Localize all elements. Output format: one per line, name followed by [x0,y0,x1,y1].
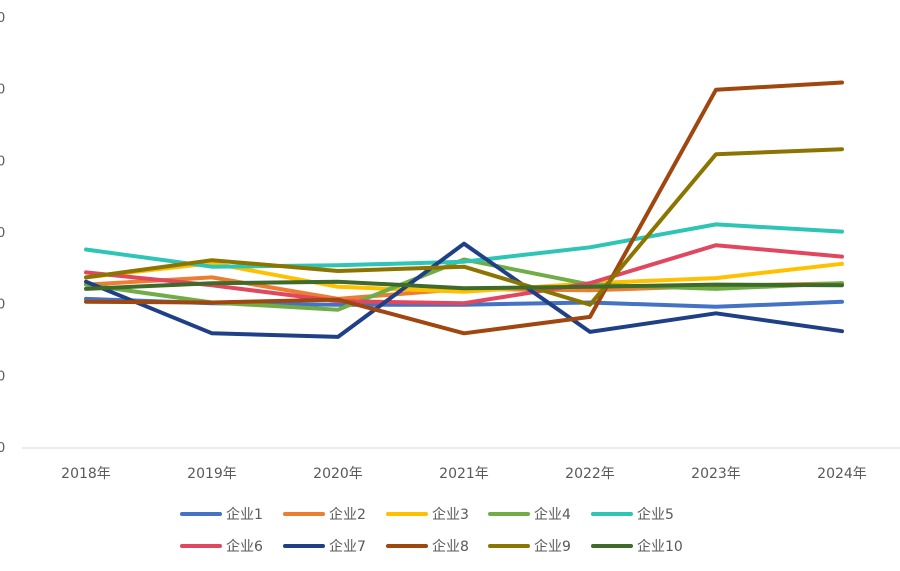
legend-item: 企业10 [591,538,683,555]
legend-label: 企业2 [329,506,366,523]
legend-label: 企业3 [432,506,469,523]
y-tick-label: 0 [0,154,5,169]
legend: 企业1 企业2 企业3 企业4 企业5 企业6 企业7 企业8 企业9 企业10 [180,506,683,555]
x-tick-label: 2023年 [691,466,741,482]
series-layer [84,80,844,339]
y-tick-label: 0 [0,369,5,384]
x-tick-label: 2018年 [61,466,111,482]
x-tick-label: 2024年 [817,466,867,482]
legend-label: 企业4 [534,506,571,523]
legend-item: 企业8 [386,538,469,555]
y-tick-label: 0 [0,298,5,313]
legend-label: 企业6 [226,538,263,555]
legend-label: 企业7 [329,538,366,555]
legend-item: 企业3 [386,506,469,523]
x-tick-label: 2022年 [565,466,615,482]
series-line [84,241,844,339]
series-line [84,147,844,307]
legend-item: 企业6 [180,538,263,555]
legend-item: 企业2 [283,506,366,523]
x-tick-label: 2020年 [313,466,363,482]
y-tick-label: 0 [0,83,5,98]
series-line [84,80,844,336]
x-tick-label: 2019年 [187,466,237,482]
series-line [84,279,844,291]
x-axis-ticks: 2018年 2019年 2020年 2021年 2022年 2023年 2024年 [61,466,867,482]
series-line [84,243,844,306]
series-line [84,261,844,294]
legend-item: 企业7 [283,538,366,555]
legend-item: 企业9 [488,538,571,555]
legend-label: 企业10 [637,538,683,555]
legend-label: 企业1 [226,506,263,523]
series-line [84,222,844,269]
y-tick-label: 0 [0,226,5,241]
legend-label: 企业8 [432,538,469,555]
legend-item: 企业1 [180,506,263,523]
legend-item: 企业5 [591,506,674,523]
y-tick-label: 0 [0,441,5,456]
legend-label: 企业9 [534,538,571,555]
x-tick-label: 2021年 [439,466,489,482]
legend-label: 企业5 [637,506,674,523]
y-tick-label: 0 [0,11,5,26]
y-axis-ticks: 0 0 0 0 0 0 0 [0,11,5,456]
legend-item: 企业4 [488,506,571,523]
